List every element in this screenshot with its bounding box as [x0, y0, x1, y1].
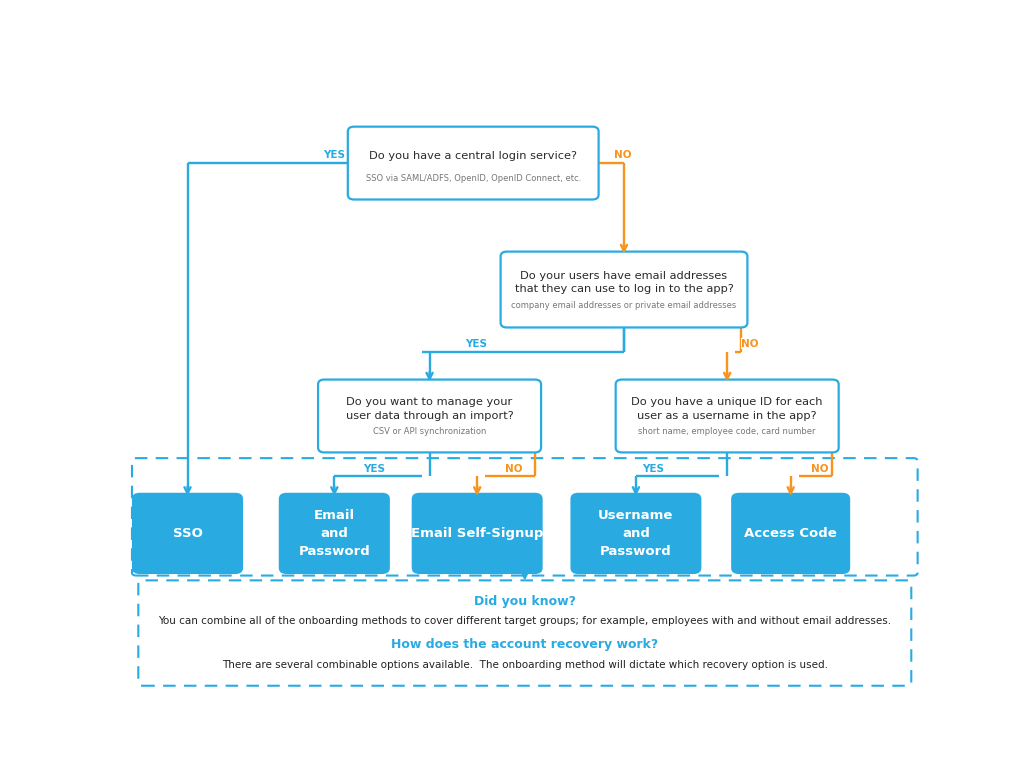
- FancyBboxPatch shape: [412, 493, 543, 574]
- Text: Do you have a central login service?: Do you have a central login service?: [370, 151, 578, 161]
- Text: How does the account recovery work?: How does the account recovery work?: [391, 638, 658, 651]
- FancyBboxPatch shape: [731, 493, 850, 574]
- Text: NO: NO: [811, 464, 828, 474]
- Text: SSO via SAML/ADFS, OpenID, OpenID Connect, etc.: SSO via SAML/ADFS, OpenID, OpenID Connec…: [366, 174, 581, 183]
- FancyBboxPatch shape: [318, 379, 541, 453]
- Text: Username
and
Password: Username and Password: [598, 509, 674, 558]
- Text: short name, employee code, card number: short name, employee code, card number: [638, 427, 816, 436]
- FancyBboxPatch shape: [132, 493, 243, 574]
- Text: Email Self-Signup: Email Self-Signup: [411, 527, 544, 540]
- Text: YES: YES: [465, 339, 487, 349]
- Text: Do you want to manage your
user data through an import?: Do you want to manage your user data thr…: [346, 397, 513, 421]
- Text: Do your users have email addresses
that they can use to log in to the app?: Do your users have email addresses that …: [515, 271, 733, 294]
- Text: Did you know?: Did you know?: [474, 595, 575, 608]
- Text: NO: NO: [741, 339, 759, 349]
- Text: YES: YES: [364, 464, 385, 474]
- Text: You can combine all of the onboarding methods to cover different target groups; : You can combine all of the onboarding me…: [159, 616, 891, 626]
- FancyBboxPatch shape: [279, 493, 390, 574]
- FancyBboxPatch shape: [501, 252, 748, 328]
- Text: Email
and
Password: Email and Password: [298, 509, 371, 558]
- FancyBboxPatch shape: [348, 127, 599, 199]
- FancyBboxPatch shape: [570, 493, 701, 574]
- Text: CSV or API synchronization: CSV or API synchronization: [373, 427, 486, 436]
- FancyBboxPatch shape: [615, 379, 839, 453]
- FancyBboxPatch shape: [138, 580, 911, 686]
- Text: company email addresses or private email addresses: company email addresses or private email…: [511, 301, 736, 310]
- Text: Access Code: Access Code: [744, 527, 837, 540]
- Text: NO: NO: [613, 150, 631, 160]
- Text: Do you have a unique ID for each
user as a username in the app?: Do you have a unique ID for each user as…: [632, 397, 823, 421]
- Text: YES: YES: [642, 464, 664, 474]
- Text: SSO: SSO: [173, 527, 203, 540]
- Text: There are several combinable options available.  The onboarding method will dict: There are several combinable options ava…: [222, 660, 827, 670]
- Text: NO: NO: [505, 464, 522, 474]
- Text: YES: YES: [324, 150, 345, 160]
